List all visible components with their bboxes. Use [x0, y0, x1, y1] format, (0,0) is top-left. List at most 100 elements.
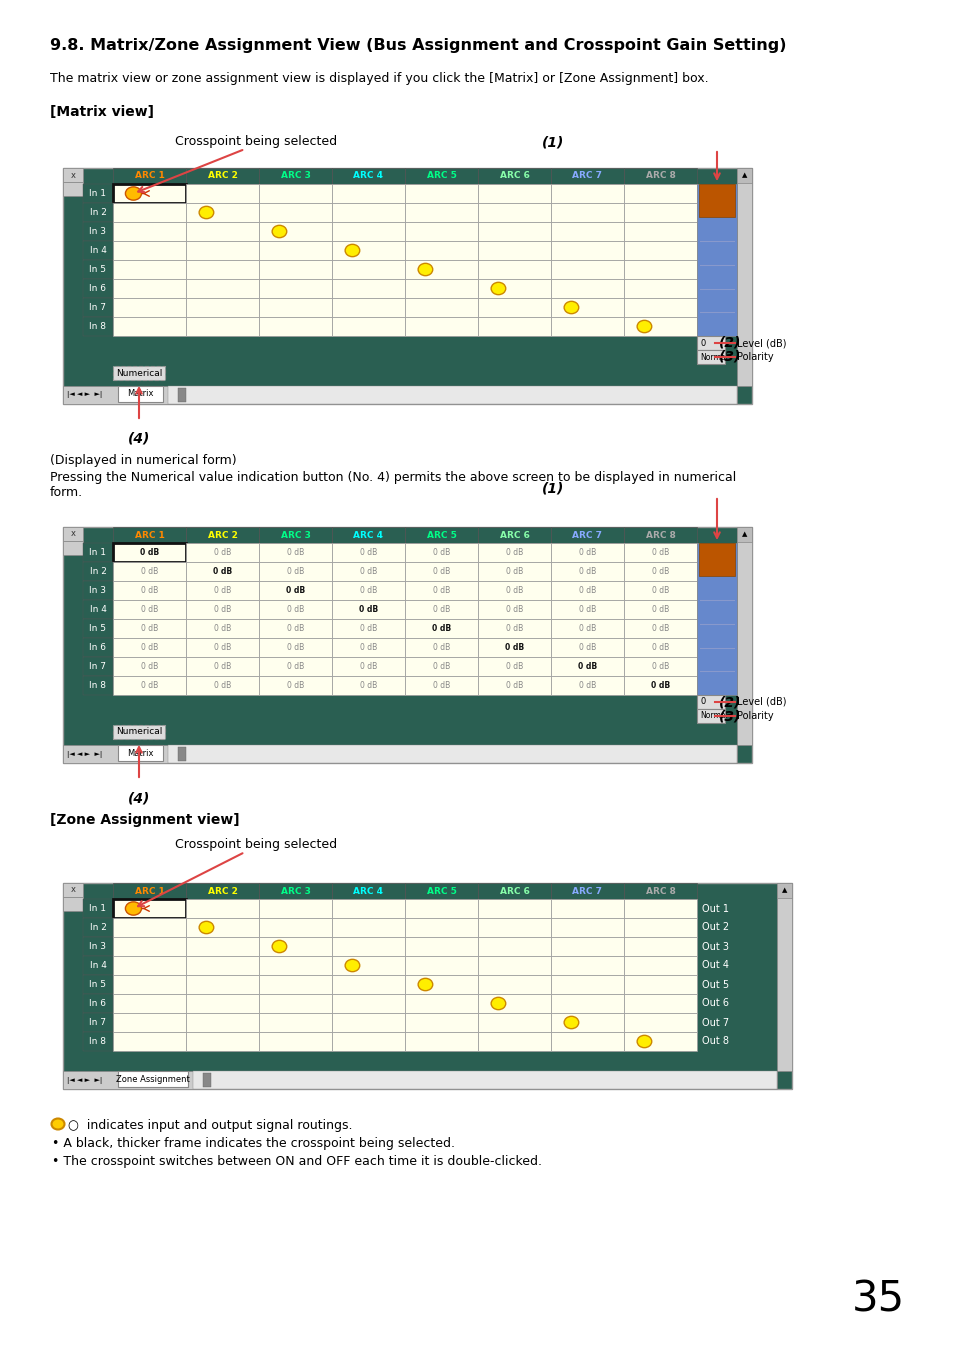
Bar	[332, 168, 405, 184]
Bar	[405, 562, 477, 581]
Bar	[258, 975, 332, 994]
Text: 0 dB: 0 dB	[505, 549, 522, 557]
Ellipse shape	[637, 320, 651, 332]
Bar	[112, 917, 186, 938]
Bar	[258, 543, 332, 562]
Text: 0 dB: 0 dB	[359, 624, 376, 634]
Bar	[186, 184, 258, 203]
Bar	[112, 317, 186, 336]
Text: The matrix view or zone assignment view is displayed if you click the [Matrix] o: The matrix view or zone assignment view …	[50, 72, 708, 85]
Bar	[699, 543, 734, 577]
Bar	[477, 676, 551, 694]
Bar	[186, 917, 258, 938]
Bar	[112, 562, 186, 581]
Bar	[258, 240, 332, 259]
Bar	[623, 280, 697, 299]
Bar	[405, 222, 477, 240]
Text: ○  indicates input and output signal routings.: ○ indicates input and output signal rout…	[68, 1119, 352, 1132]
Bar	[258, 299, 332, 317]
Text: 0 dB: 0 dB	[141, 567, 158, 576]
Text: x: x	[71, 530, 75, 539]
Text: • The crosspoint switches between ON and OFF each time it is double-clicked.: • The crosspoint switches between ON and…	[52, 1155, 541, 1169]
Bar	[405, 600, 477, 619]
Text: 0 dB: 0 dB	[213, 605, 231, 613]
Bar	[112, 725, 165, 739]
Text: Crosspoint being selected: Crosspoint being selected	[174, 838, 336, 851]
Text: [Matrix view]: [Matrix view]	[50, 105, 153, 119]
Bar	[186, 259, 258, 280]
Text: ARC 3: ARC 3	[280, 886, 310, 896]
Text: ARC 2: ARC 2	[208, 886, 237, 896]
Bar	[63, 182, 83, 196]
Bar	[623, 527, 697, 543]
Bar	[186, 884, 258, 898]
Bar	[112, 619, 186, 638]
Bar	[405, 299, 477, 317]
Bar	[83, 299, 112, 317]
Bar	[551, 299, 623, 317]
Text: (3): (3)	[719, 350, 740, 363]
Bar	[178, 747, 186, 761]
Bar	[258, 898, 332, 917]
Bar	[332, 280, 405, 299]
Bar	[112, 203, 186, 222]
Ellipse shape	[637, 1035, 651, 1047]
Ellipse shape	[345, 959, 359, 971]
Text: 0 dB: 0 dB	[578, 643, 596, 653]
Bar	[332, 917, 405, 938]
Bar	[186, 994, 258, 1013]
Bar	[186, 600, 258, 619]
Bar	[186, 527, 258, 543]
Bar	[477, 1032, 551, 1051]
Bar	[83, 638, 112, 657]
Text: In 2: In 2	[90, 923, 107, 932]
Text: form.: form.	[50, 486, 83, 499]
Text: Crosspoint being selected: Crosspoint being selected	[174, 135, 336, 149]
Bar	[405, 184, 477, 203]
Text: In 4: In 4	[90, 961, 107, 970]
Bar	[186, 657, 258, 676]
Ellipse shape	[491, 282, 505, 295]
Text: 0 dB: 0 dB	[651, 643, 668, 653]
Bar	[623, 222, 697, 240]
Text: 0 dB: 0 dB	[213, 549, 231, 557]
Bar	[332, 619, 405, 638]
Bar	[737, 168, 751, 386]
Bar	[551, 527, 623, 543]
Text: In 3: In 3	[90, 227, 107, 236]
Bar	[551, 957, 623, 975]
Bar	[186, 676, 258, 694]
Text: (1): (1)	[541, 482, 564, 496]
Bar	[63, 527, 83, 540]
Text: 0 dB: 0 dB	[358, 605, 377, 613]
Bar	[332, 898, 405, 917]
Bar	[697, 543, 737, 694]
Bar	[477, 975, 551, 994]
Text: 0 dB: 0 dB	[651, 605, 668, 613]
Bar	[477, 638, 551, 657]
Bar	[551, 657, 623, 676]
Text: In 4: In 4	[90, 605, 107, 613]
Bar	[258, 638, 332, 657]
Bar	[405, 898, 477, 917]
Text: 0 dB: 0 dB	[650, 681, 669, 690]
Bar	[186, 203, 258, 222]
Text: 0 dB: 0 dB	[213, 624, 231, 634]
Bar	[112, 600, 186, 619]
Bar	[477, 581, 551, 600]
Bar	[405, 938, 477, 957]
Ellipse shape	[417, 978, 433, 990]
Bar	[186, 1032, 258, 1051]
Bar	[258, 1032, 332, 1051]
Bar	[697, 350, 724, 363]
Text: In 7: In 7	[90, 662, 107, 671]
Bar	[186, 581, 258, 600]
Bar	[623, 676, 697, 694]
Text: 0 dB: 0 dB	[433, 586, 450, 594]
Text: Normal: Normal	[700, 712, 727, 720]
Bar	[112, 898, 186, 917]
Text: 0 dB: 0 dB	[433, 567, 450, 576]
Text: 0 dB: 0 dB	[359, 567, 376, 576]
Bar	[83, 957, 112, 975]
Text: 0 dB: 0 dB	[651, 567, 668, 576]
